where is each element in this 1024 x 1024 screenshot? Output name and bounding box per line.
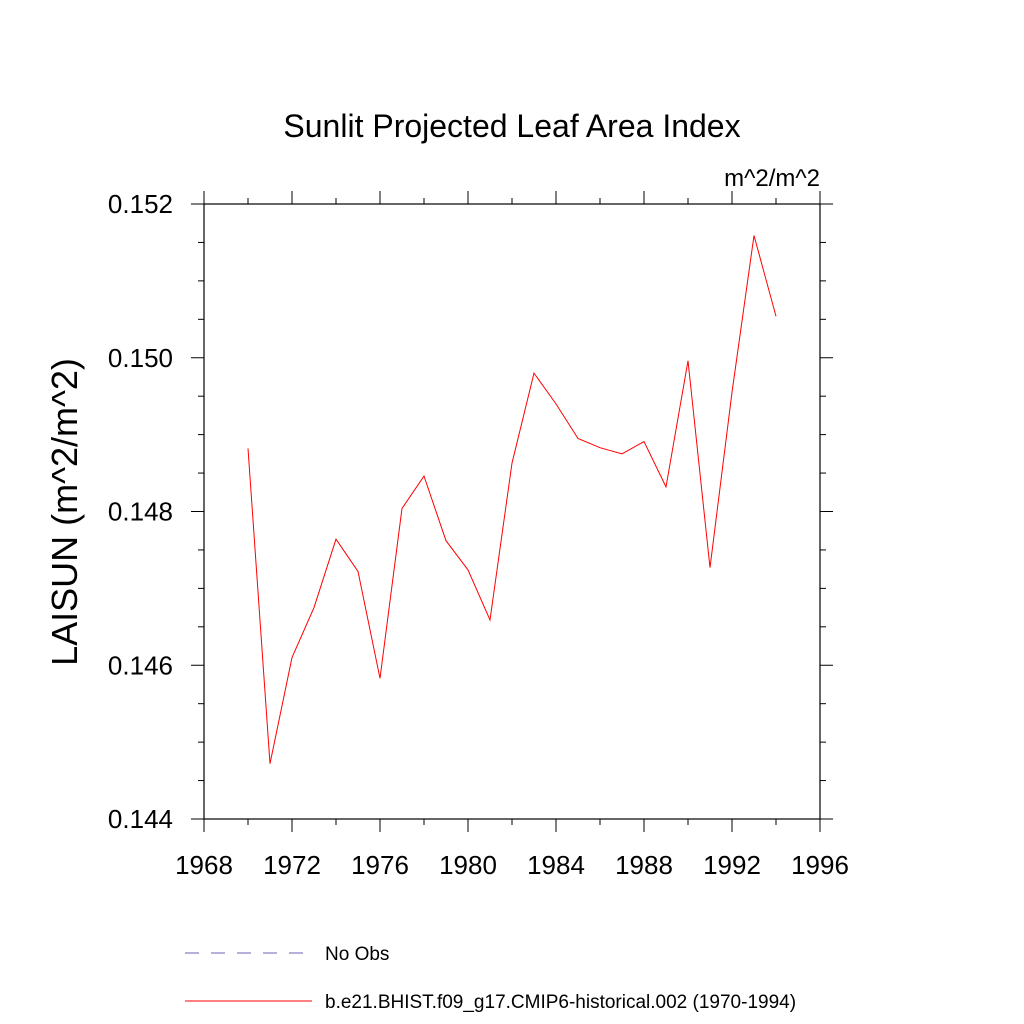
series-lines [247,235,777,764]
x-tick-labels: 1968 1972 1976 1980 1984 1988 1992 1996 [175,850,849,880]
y-tick-label: 0.148 [108,497,173,527]
y-tick-label: 0.146 [108,650,173,680]
chart-title: Sunlit Projected Leaf Area Index [283,108,740,144]
legend: No Obs b.e21.BHIST.f09_g17.CMIP6-histori… [185,944,796,1013]
x-tick-label: 1996 [791,850,849,880]
y-tick-label: 0.152 [108,189,173,219]
x-tick-label: 1976 [351,850,409,880]
x-tick-label: 1972 [263,850,321,880]
y-axis-label: LAISUN (m^2/m^2) [44,358,85,666]
y-tick-label: 0.144 [108,804,173,834]
y-tick-label: 0.150 [108,343,173,373]
x-tick-label: 1980 [439,850,497,880]
plot-frame [203,203,821,820]
x-tick-label: 1984 [527,850,585,880]
series-line-1 [247,235,777,764]
legend-label-no-obs: No Obs [325,944,389,965]
legend-label-historical: b.e21.BHIST.f09_g17.CMIP6-historical.002… [325,992,796,1013]
units-label: m^2/m^2 [724,165,820,192]
axis-ticks [191,191,833,832]
x-tick-label: 1988 [615,850,673,880]
y-tick-labels: 0.144 0.146 0.148 0.150 0.152 [108,189,173,834]
x-tick-label: 1968 [175,850,233,880]
x-tick-label: 1992 [703,850,761,880]
